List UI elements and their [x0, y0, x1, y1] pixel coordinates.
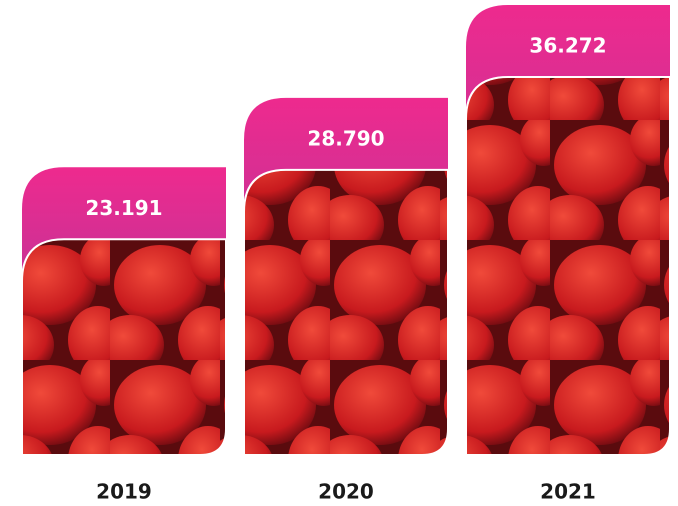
x-tick-label: 2021 [540, 480, 596, 504]
x-tick-label: 2019 [96, 480, 152, 504]
value-label: 36.272 [529, 34, 606, 58]
bars: 23.191 2019 28.790 2020 36.272 2021 [21, 5, 671, 504]
x-tick-label: 2020 [318, 480, 374, 504]
bar-image [21, 238, 227, 456]
value-label: 23.191 [85, 196, 162, 220]
bar-image [465, 76, 671, 456]
bar-image [243, 168, 449, 456]
value-label: 28.790 [307, 126, 384, 150]
